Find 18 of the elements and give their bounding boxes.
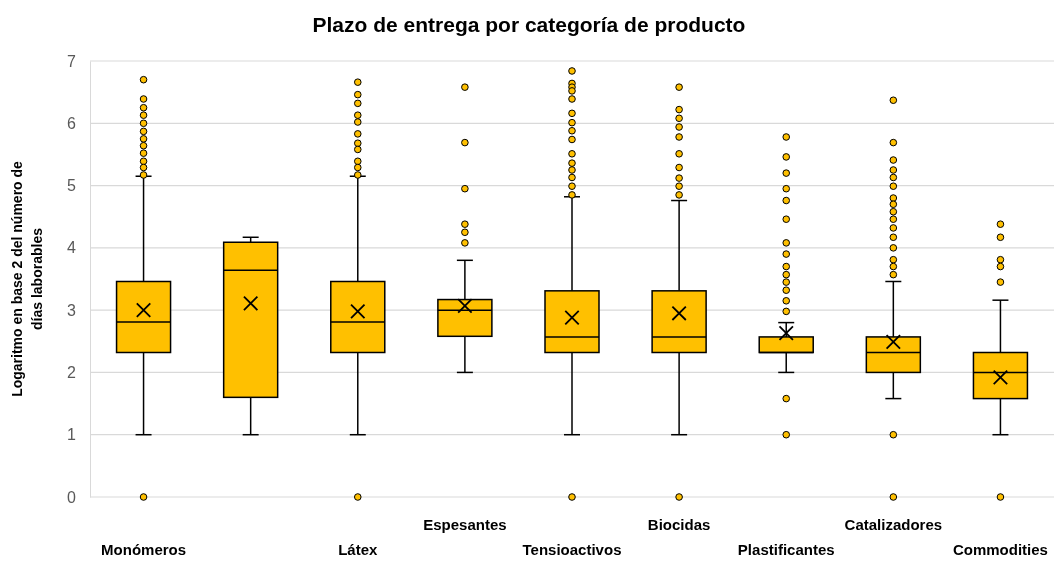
x-tick-label: Látex [338, 541, 379, 558]
x-tick-label: Monómeros [101, 541, 187, 558]
y-tick-label: 3 [67, 301, 77, 319]
x-tick-label: Catalizadores [844, 516, 943, 533]
chart-title: Plazo de entrega por categoría de producto [312, 13, 746, 36]
y-tick-label: 1 [67, 426, 77, 444]
x-tick-label: Espesantes [423, 516, 507, 533]
x-tick-label: Plastificantes [737, 541, 835, 558]
x-tick-label: Commodities [952, 541, 1048, 558]
y-tick-label: 0 [67, 488, 77, 506]
y-tick-label: 2 [67, 364, 77, 382]
y-tick-label: 5 [67, 177, 77, 195]
y-axis-title: Logaritmo en base 2 del número de días laborables [9, 160, 45, 397]
x-tick-label: Tensioactivos [522, 541, 622, 558]
x-tick-label: Biocidas [647, 516, 711, 533]
y-tick-label: 7 [67, 52, 77, 70]
y-tick-label: 6 [67, 114, 77, 132]
y-tick-label: 4 [67, 239, 77, 257]
